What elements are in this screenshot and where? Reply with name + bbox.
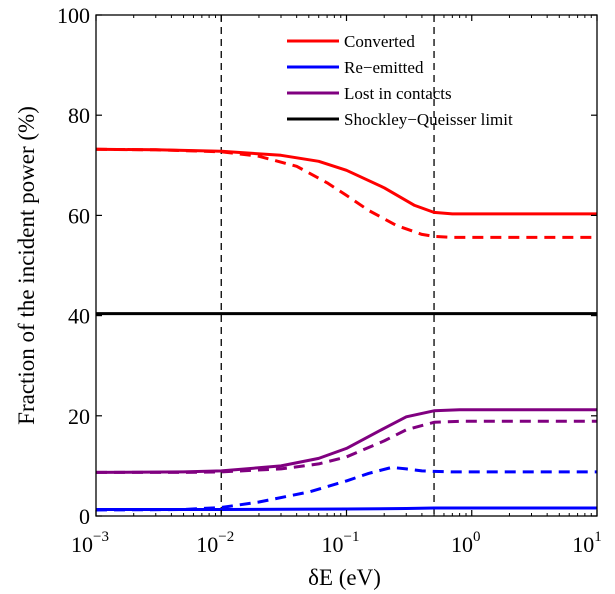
y-tick-label: 100 <box>57 3 90 28</box>
x-tick-label: 10−1 <box>322 529 360 557</box>
legend-label: Converted <box>344 32 415 51</box>
legend-label: Re−emitted <box>344 58 424 77</box>
y-tick-label: 40 <box>68 304 90 329</box>
x-tick-label: 101 <box>572 529 602 557</box>
series-line <box>96 419 597 474</box>
legend: Converted Re−emitted Lost in contacts Shock… <box>287 32 513 129</box>
x-axis-title: δE (eV) <box>308 565 381 590</box>
x-tick-label: 10−2 <box>196 529 234 557</box>
y-tick-label: 0 <box>79 504 90 529</box>
series-line <box>95 147 597 216</box>
series-line <box>95 147 597 239</box>
legend-label: Lost in contacts <box>344 84 452 103</box>
legend-label: Shockley−Queisser limit <box>344 110 513 129</box>
y-axis-title: Fraction of the incident power (%) <box>14 106 39 425</box>
axis-ticks <box>95 14 598 517</box>
series-layer <box>95 147 597 512</box>
tick-labels: 0 20 40 60 80 100 10−3 10−2 10−1 100 101 <box>57 3 602 557</box>
series-line <box>95 408 597 474</box>
y-tick-label: 20 <box>68 404 90 429</box>
series-line <box>96 506 597 511</box>
y-tick-label: 80 <box>68 103 90 128</box>
x-tick-label: 10−3 <box>71 529 109 557</box>
y-tick-label: 60 <box>68 203 90 228</box>
x-tick-label: 100 <box>451 529 481 557</box>
